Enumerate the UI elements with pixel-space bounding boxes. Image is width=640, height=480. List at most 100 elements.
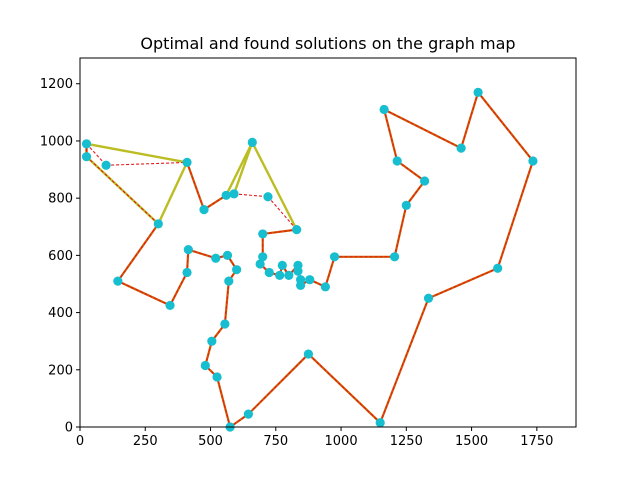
node-point-30 xyxy=(473,87,483,97)
optimal-only-edge-4 xyxy=(86,156,159,225)
node-point-27 xyxy=(392,156,402,166)
y-tick-label-0: 0 xyxy=(65,421,73,436)
node-point-9 xyxy=(292,225,302,235)
x-axis: 0 250 500 750 1000 1250 1500 1750 xyxy=(76,427,553,449)
node-point-26 xyxy=(419,176,430,186)
node-point-34 xyxy=(375,418,385,428)
node-point-18 xyxy=(293,266,303,276)
node-point-23 xyxy=(329,252,340,262)
plot-frame xyxy=(79,57,577,428)
x-tick-label-0: 0 xyxy=(76,434,84,449)
y-tick-label-2: 400 xyxy=(48,306,73,321)
node-point-25 xyxy=(401,200,411,210)
node-point-47 xyxy=(182,267,192,278)
y-tick-label-4: 800 xyxy=(48,192,73,207)
optimal-edge-30 xyxy=(428,267,498,299)
optimal-edge-47 xyxy=(117,223,159,282)
node-point-6 xyxy=(229,189,239,199)
optimal-edge-1 xyxy=(186,162,205,210)
optimal-edge-31 xyxy=(379,298,429,423)
node-point-10 xyxy=(258,229,268,239)
found-edge-5 xyxy=(251,141,298,231)
optimal-edge-7 xyxy=(262,229,297,235)
shared-edge-28 xyxy=(477,91,534,162)
optimal-edge-34 xyxy=(229,413,249,428)
shared-edge-43 xyxy=(188,248,217,260)
node-point-49 xyxy=(113,276,123,286)
found-edge-1 xyxy=(157,161,189,225)
y-tick-label-6: 1200 xyxy=(40,77,73,92)
node-point-28 xyxy=(379,104,389,115)
optimal-edge-44 xyxy=(186,249,189,273)
node-point-12 xyxy=(255,259,265,269)
node-point-48 xyxy=(165,300,175,311)
optimal-only-edge-1 xyxy=(106,161,188,166)
node-point-42 xyxy=(224,276,234,286)
optimal-edge-20 xyxy=(324,256,336,287)
node-point-2 xyxy=(101,160,111,170)
node-point-21 xyxy=(305,275,315,285)
node-point-36 xyxy=(243,409,253,419)
optimal-edge-33 xyxy=(248,353,309,415)
plot-area xyxy=(80,58,576,427)
node-point-33 xyxy=(423,293,434,303)
node-point-20 xyxy=(295,280,306,291)
node-point-4 xyxy=(199,205,209,215)
node-point-22 xyxy=(320,282,330,292)
x-tick-label-1: 250 xyxy=(133,434,158,449)
node-point-3 xyxy=(182,157,192,168)
node-point-1 xyxy=(81,152,92,162)
node-point-43 xyxy=(232,265,242,275)
x-tick-label-5: 1250 xyxy=(390,434,423,449)
x-tick-label-3: 750 xyxy=(263,434,288,449)
chart-title: Optimal and found solutions on the graph… xyxy=(140,34,515,53)
node-point-44 xyxy=(222,250,233,260)
x-tick-label-2: 500 xyxy=(198,434,223,449)
optimal-edge-25 xyxy=(383,109,398,162)
node-point-46 xyxy=(183,245,193,255)
node-point-39 xyxy=(200,360,210,371)
optimal-edge-46 xyxy=(117,280,171,306)
x-tick-label-6: 1500 xyxy=(455,434,488,449)
optimal-only-edge-2 xyxy=(233,193,269,198)
node-point-15 xyxy=(277,260,287,270)
node-point-5 xyxy=(221,190,231,200)
optimal-edge-29 xyxy=(497,160,534,269)
y-axis: 0 200 400 600 800 1000 1200 xyxy=(40,77,80,436)
shared-edge-27 xyxy=(460,92,480,149)
node-point-40 xyxy=(207,336,217,346)
node-point-13 xyxy=(264,267,274,278)
node-point-16 xyxy=(284,270,294,280)
node-point-24 xyxy=(389,252,400,262)
optimal-edge-26 xyxy=(383,109,462,149)
optimal-only-edge-3 xyxy=(267,196,298,230)
optimal-edge-39 xyxy=(224,281,230,325)
optimal-edge-23 xyxy=(405,180,425,206)
y-tick-label-3: 600 xyxy=(48,249,73,264)
node-point-7 xyxy=(247,137,257,147)
node-point-14 xyxy=(275,270,285,280)
y-tick-label-5: 1000 xyxy=(40,134,73,149)
node-point-31 xyxy=(528,156,538,166)
node-point-41 xyxy=(220,319,230,329)
node-point-29 xyxy=(456,143,466,153)
x-tick-label-4: 1000 xyxy=(325,434,358,449)
optimal-edge-32 xyxy=(308,353,381,424)
optimal-edge-45 xyxy=(169,272,188,306)
optimal-edge-35 xyxy=(216,376,231,428)
found-edge-0 xyxy=(86,142,188,164)
node-point-8 xyxy=(263,192,273,202)
optimal-edge-22 xyxy=(394,205,407,257)
found-edge-6 xyxy=(232,141,254,195)
node-point-50 xyxy=(153,219,163,229)
optimal-edge-24 xyxy=(396,160,425,182)
y-tick-label-1: 200 xyxy=(48,363,73,378)
x-tick-label-7: 1750 xyxy=(520,434,553,449)
node-point-11 xyxy=(258,252,268,262)
node-point-32 xyxy=(493,263,503,273)
node-point-0 xyxy=(81,139,92,149)
node-point-38 xyxy=(212,372,222,382)
node-point-35 xyxy=(303,349,314,359)
node-point-45 xyxy=(211,253,221,263)
